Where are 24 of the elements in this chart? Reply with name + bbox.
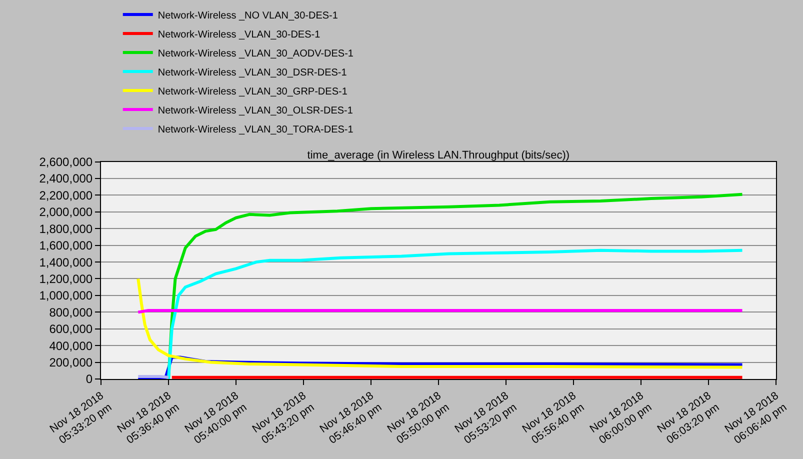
legend-label: Network-Wireless _VLAN_30-DES-1 bbox=[158, 29, 321, 40]
y-tick-label: 1,200,000 bbox=[39, 272, 93, 286]
y-tick-label: 2,600,000 bbox=[39, 155, 93, 169]
y-tick-label: 0 bbox=[86, 372, 93, 386]
y-tick-label: 200,000 bbox=[49, 355, 93, 370]
y-tick-label: 1,400,000 bbox=[39, 255, 93, 270]
legend-label: Network-Wireless _VLAN_30_AODV-DES-1 bbox=[158, 48, 354, 60]
legend-label: Network-Wireless _VLAN_30_DSR-DES-1 bbox=[158, 67, 348, 78]
y-tick-label: 400,000 bbox=[49, 338, 93, 353]
y-tick-label: 800,000 bbox=[49, 305, 93, 320]
y-tick-label: 1,800,000 bbox=[39, 222, 93, 236]
y-tick-label: 2,200,000 bbox=[39, 188, 93, 202]
y-tick-label: 600,000 bbox=[49, 322, 93, 336]
legend-label: Network-Wireless _NO VLAN_30-DES-1 bbox=[158, 10, 338, 22]
legend-label: Network-Wireless _VLAN_30_TORA-DES-1 bbox=[158, 124, 354, 136]
chart-title: time_average (in Wireless LAN.Throughput (bits/sec)) bbox=[307, 149, 570, 162]
legend-label: Network-Wireless _VLAN_30_OLSR-DES-1 bbox=[158, 105, 354, 116]
y-tick-label: 2,400,000 bbox=[39, 172, 93, 186]
y-tick-label: 1,600,000 bbox=[39, 238, 93, 253]
y-tick-label: 2,000,000 bbox=[39, 205, 93, 220]
line-series bbox=[167, 248, 744, 379]
legend-label: Network-Wireless _VLAN_30_GRP-DES-1 bbox=[158, 86, 348, 98]
line-series bbox=[136, 277, 744, 369]
y-tick-label: 1,000,000 bbox=[39, 288, 93, 303]
